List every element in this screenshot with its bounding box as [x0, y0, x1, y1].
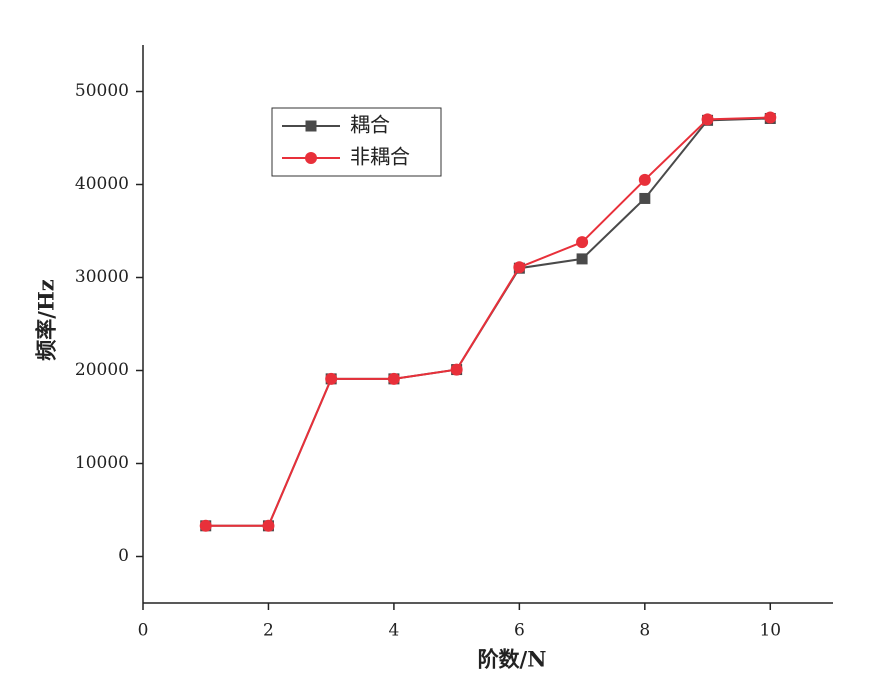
marker	[639, 192, 651, 204]
marker	[576, 253, 588, 265]
marker	[513, 261, 526, 274]
y-tick-label: 40000	[75, 174, 129, 194]
marker	[701, 113, 714, 126]
legend-marker	[305, 120, 317, 132]
series-line	[205, 117, 771, 527]
x-tick-label: 8	[639, 621, 650, 641]
y-tick-label: 10000	[75, 453, 129, 473]
x-tick-label: 0	[138, 621, 149, 641]
x-tick-label: 10	[759, 621, 781, 641]
series-line	[205, 116, 771, 527]
x-tick-label: 4	[388, 621, 399, 641]
marker	[576, 236, 589, 249]
x-tick-label: 6	[514, 621, 525, 641]
y-tick-label: 50000	[75, 81, 129, 101]
marker	[450, 363, 463, 376]
x-axis-title: 阶数/N	[478, 647, 547, 672]
x-tick-label: 2	[263, 621, 274, 641]
marker	[325, 372, 338, 385]
y-axis-title: 频率/Hz	[34, 279, 59, 361]
legend-marker	[305, 152, 317, 164]
marker	[638, 173, 651, 186]
y-tick-label: 30000	[75, 267, 129, 287]
marker	[387, 372, 400, 385]
y-tick-label: 0	[118, 546, 129, 566]
legend-label: 非耦合	[350, 145, 410, 169]
marker	[262, 519, 275, 532]
marker	[199, 519, 212, 532]
legend-box	[271, 107, 442, 177]
y-tick-label: 20000	[75, 360, 129, 380]
legend-label: 耦合	[350, 113, 390, 137]
marker	[764, 111, 777, 124]
